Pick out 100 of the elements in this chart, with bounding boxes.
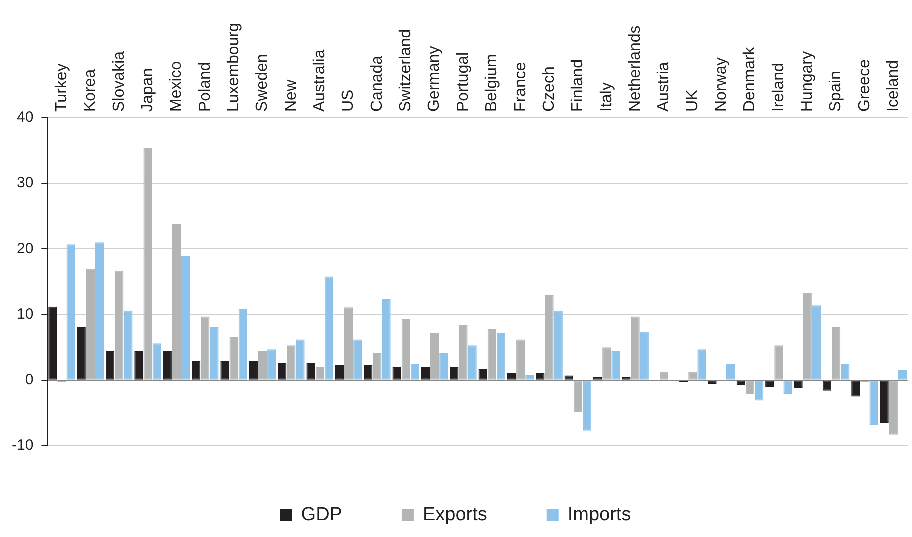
x-tick-label: Ireland: [770, 63, 788, 112]
bar: [95, 242, 104, 380]
bar: [77, 327, 86, 380]
x-tick-label: Italy: [598, 82, 616, 112]
bar: [230, 337, 238, 380]
y-tick-label: 40: [16, 109, 34, 126]
bar: [181, 256, 190, 380]
x-tick-label: Mexico: [168, 61, 186, 112]
x-tick-label: US: [340, 90, 358, 112]
bar: [459, 325, 468, 380]
bar: [296, 340, 305, 380]
x-tick-label: Greece: [856, 59, 874, 112]
bar: [210, 327, 219, 380]
x-tick-label: Denmark: [742, 46, 759, 112]
y-tick-label: 10: [16, 306, 34, 323]
legend-label: GDP: [301, 504, 342, 526]
bar: [631, 316, 640, 380]
bar: [249, 361, 258, 380]
bar: [852, 380, 860, 397]
bar: [220, 361, 230, 380]
bar: [66, 244, 76, 380]
bar: [163, 352, 172, 380]
bar: [526, 375, 534, 380]
x-tick-label: Norway: [713, 58, 730, 112]
bar: [268, 350, 276, 380]
y-tick-label: -10: [12, 437, 34, 454]
x-tick-label: Czech: [540, 66, 558, 112]
bar: [335, 365, 344, 380]
bar: [602, 348, 612, 380]
x-tick-label: Poland: [196, 62, 214, 112]
bar: [545, 295, 554, 380]
x-tick-label: Australia: [312, 50, 329, 112]
x-tick-label: Korea: [82, 69, 100, 112]
x-tick-label: Canada: [368, 56, 386, 112]
x-tick-label: Hungary: [799, 52, 816, 112]
x-tick-label: Belgium: [484, 54, 501, 112]
bar: [152, 344, 162, 380]
x-tick-label: UK: [684, 89, 702, 112]
x-tick-label: Luxembourg: [225, 23, 242, 112]
y-tick-label: 0: [25, 372, 34, 389]
bar: [106, 352, 115, 380]
bar: [440, 354, 448, 380]
bar: [889, 380, 898, 435]
x-tick-label: Spain: [828, 71, 845, 112]
bar: [841, 364, 850, 380]
bar: [698, 350, 706, 380]
bar: [287, 346, 296, 380]
bar: [134, 352, 144, 380]
x-tick-label: Slovakia: [110, 51, 128, 112]
bar: [832, 327, 841, 380]
bar: [774, 346, 784, 380]
x-tick-label: Germany: [426, 46, 444, 112]
x-tick-label: Japan: [139, 68, 156, 112]
bar: [516, 340, 526, 380]
bar: [488, 329, 496, 380]
x-tick-label: New: [282, 80, 300, 112]
bar: [736, 380, 746, 385]
bar: [582, 380, 592, 431]
bar: [344, 308, 354, 380]
x-tick-label: Turkey: [53, 64, 70, 112]
bar: [192, 361, 201, 380]
bar: [640, 332, 649, 380]
x-tick-label: Netherlands: [626, 26, 644, 112]
bar: [172, 224, 182, 380]
bar: [612, 352, 620, 380]
bar: [364, 365, 373, 380]
bar: [402, 319, 410, 380]
legend-label: Imports: [568, 504, 632, 526]
bar: [812, 306, 822, 380]
bar: [124, 310, 133, 380]
bar: [430, 333, 440, 380]
bar: [324, 276, 334, 380]
bar: [870, 380, 878, 426]
x-tick-label: Sweden: [254, 54, 272, 112]
x-tick-label: Iceland: [885, 60, 902, 112]
bar: [564, 376, 574, 380]
bar: [373, 354, 382, 380]
bar: [201, 316, 210, 380]
bar: [258, 352, 268, 380]
bar: [554, 310, 563, 380]
bar: [574, 380, 583, 413]
y-tick-label: 30: [16, 174, 34, 192]
bar: [726, 364, 735, 380]
bar: [144, 148, 152, 380]
x-tick-label: France: [512, 62, 530, 112]
bar: [238, 310, 248, 380]
x-tick-label: Austria: [656, 62, 673, 112]
bar: [803, 293, 812, 380]
bar: [755, 380, 764, 401]
bar: [278, 363, 287, 380]
bar: [115, 270, 124, 380]
bar: [382, 299, 391, 380]
bar: [354, 340, 362, 380]
x-tick-label: Finland: [570, 60, 587, 112]
x-tick-label: Switzerland: [398, 29, 415, 112]
y-tick-label: 20: [16, 240, 34, 258]
bar: [410, 364, 420, 380]
x-tick-label: Portugal: [454, 52, 472, 112]
legend-label: Exports: [422, 504, 488, 526]
bar: [880, 380, 889, 424]
